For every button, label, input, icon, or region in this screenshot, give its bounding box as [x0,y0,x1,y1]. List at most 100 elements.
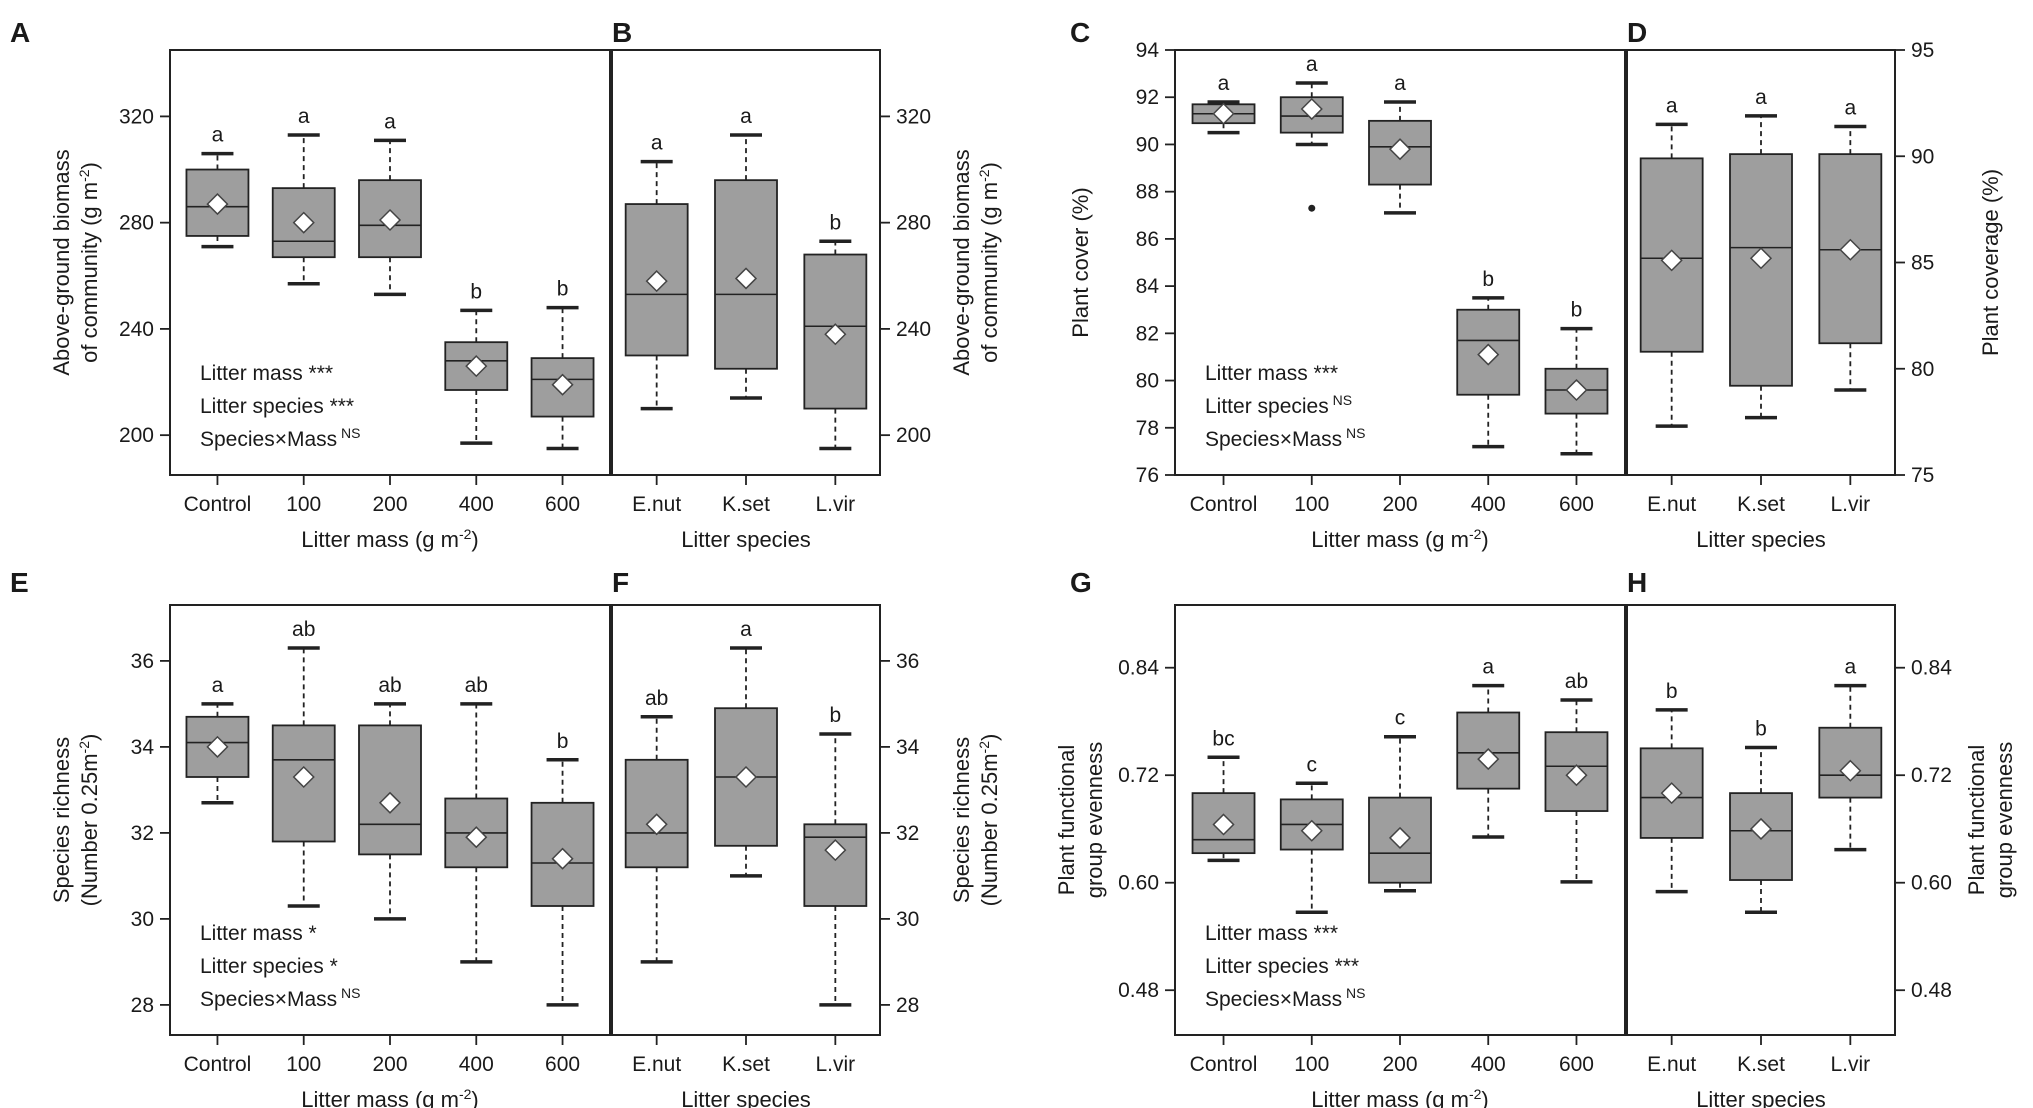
y-tick-label-right: 32 [896,822,919,845]
y-tick-label-right: 80 [1911,358,1934,381]
panel-letter-a: A [10,17,30,48]
y-tick-label-right: 85 [1911,252,1934,275]
y-tick-label: 78 [1136,417,1159,440]
mean-marker [1300,819,1323,842]
y-axis-title-line: group evenness [1082,742,1107,899]
x-axis-title-e: Litter mass (g m-2) [301,1086,478,1108]
y-axis-title-line: Above-ground biomass [949,149,974,375]
mean-marker [292,765,315,789]
y-title-text: Plant coverage (%) [1978,169,2003,356]
y-tick-label-right: 28 [896,994,919,1017]
box-e-3: ab [444,674,509,964]
y-axis-title-b: Above-ground biomass of community (g m-2) [949,149,1002,375]
significance-letter: a [212,124,224,147]
y-tick-label-right: 95 [1911,39,1934,62]
stats-significance: NS [1342,425,1365,441]
y-axis-title-line: (Number 0.25m-2) [76,734,102,907]
stats-line: Litter mass *** [1205,362,1338,385]
x-title-tail: ) [471,527,478,552]
stats-significance: NS [1342,985,1365,1001]
significance-letter: a [1306,53,1318,76]
mean-marker [1660,249,1683,272]
panel-letter-h: H [1627,567,1647,598]
stats-label: Litter mass [200,922,303,945]
y-tick-label: 86 [1136,228,1159,251]
y-tick-label-right: 36 [896,650,919,673]
x-title-text: Litter mass (g m [301,1087,459,1108]
stats-line: Litter species NS [1205,392,1352,418]
x-tick-label: 600 [545,493,580,516]
significance-letter: a [1482,656,1494,679]
y-tick-label-right: 280 [896,212,931,235]
mean-marker [378,791,402,814]
y-axis-title-g: Plant functional group evenness [1054,742,1107,899]
mean-marker [645,813,668,836]
stats-line: Litter mass *** [200,362,333,385]
x-title-text: Litter species [681,1087,811,1108]
y-tick-label: 0.60 [1118,872,1159,895]
significance-letter: b [1571,299,1583,322]
y-tick-label: 94 [1136,39,1160,62]
significance-letter: b [470,280,482,303]
y-title-text: Above-ground biomass [949,149,974,375]
box-e-1: ab [271,618,336,908]
significance-letter: a [651,132,663,155]
box-h-1: b [1729,717,1793,915]
box-a-1: a [271,105,336,286]
box-b-0: a [624,132,689,411]
x-title-text: Litter mass (g m [1311,1087,1469,1108]
y-axis-title-line: (Number 0.25m-2) [976,734,1002,907]
significance-letter: a [1394,72,1406,95]
x-tick-label: 100 [286,1053,321,1076]
y-tick-label-right: 75 [1911,464,1934,487]
stats-label: Litter species [200,395,324,418]
y-axis-title-line: Plant functional [1964,745,1989,895]
x-title-text: Litter mass (g m [1311,527,1469,552]
y-tick-label: 0.48 [1118,979,1159,1002]
panel-letter-b: B [612,17,632,48]
x-title-superscript: -2 [459,526,472,542]
y-tick-label: 200 [119,424,154,447]
significance-letter: b [557,730,569,753]
y-tick-label-right: 0.48 [1911,979,1952,1002]
stats-label: Litter species [1205,955,1329,978]
x-tick-label: E.nut [1647,493,1696,516]
x-tick-label: Control [184,493,252,516]
significance-letter: c [1307,753,1318,776]
y-tick-label: 34 [131,736,155,759]
x-tick-label: L.vir [1830,493,1870,516]
box-h-0: b [1639,680,1704,894]
mean-marker [824,323,847,346]
x-tick-label: E.nut [632,493,681,516]
stats-line: Litter species * [200,955,338,978]
stats-line: Litter mass *** [1205,922,1338,945]
iqr-box [1456,308,1521,396]
y-title-text: Plant functional [1054,745,1079,895]
stats-label: Species×Mass [1205,428,1342,451]
y-axis-title-e: Species richness (Number 0.25m-2) [49,734,102,907]
y-title-text: Plant cover (%) [1068,187,1093,337]
stats-significance: *** [1329,955,1359,978]
y-title-tail: ) [77,734,102,741]
x-tick-label: K.set [722,493,770,516]
stats-line: Species×Mass NS [200,425,361,451]
mean-marker [645,270,668,293]
box-g-4: ab [1544,670,1609,884]
y-axis-title-line: Plant functional [1054,745,1079,895]
stats-significance: * [303,922,317,945]
x-tick-label: Control [1190,1053,1258,1076]
y-title-text: group evenness [1082,742,1107,899]
stats-significance: * [324,955,338,978]
box-e-0: a [185,674,250,805]
y-tick-label: 88 [1136,181,1159,204]
stats-line: Species×Mass NS [200,985,361,1011]
box-e-2: ab [358,674,422,921]
x-title-tail: ) [471,1087,478,1108]
y-tick-label-right: 0.60 [1911,872,1952,895]
y-axis-title-line: Plant coverage (%) [1978,169,2003,356]
y-tick-label-right: 0.84 [1911,657,1952,680]
y-tick-label-right: 90 [1911,145,1934,168]
significance-letter: a [1844,97,1856,120]
stats-significance: *** [303,362,333,385]
y-tick-label-right: 240 [896,318,931,341]
